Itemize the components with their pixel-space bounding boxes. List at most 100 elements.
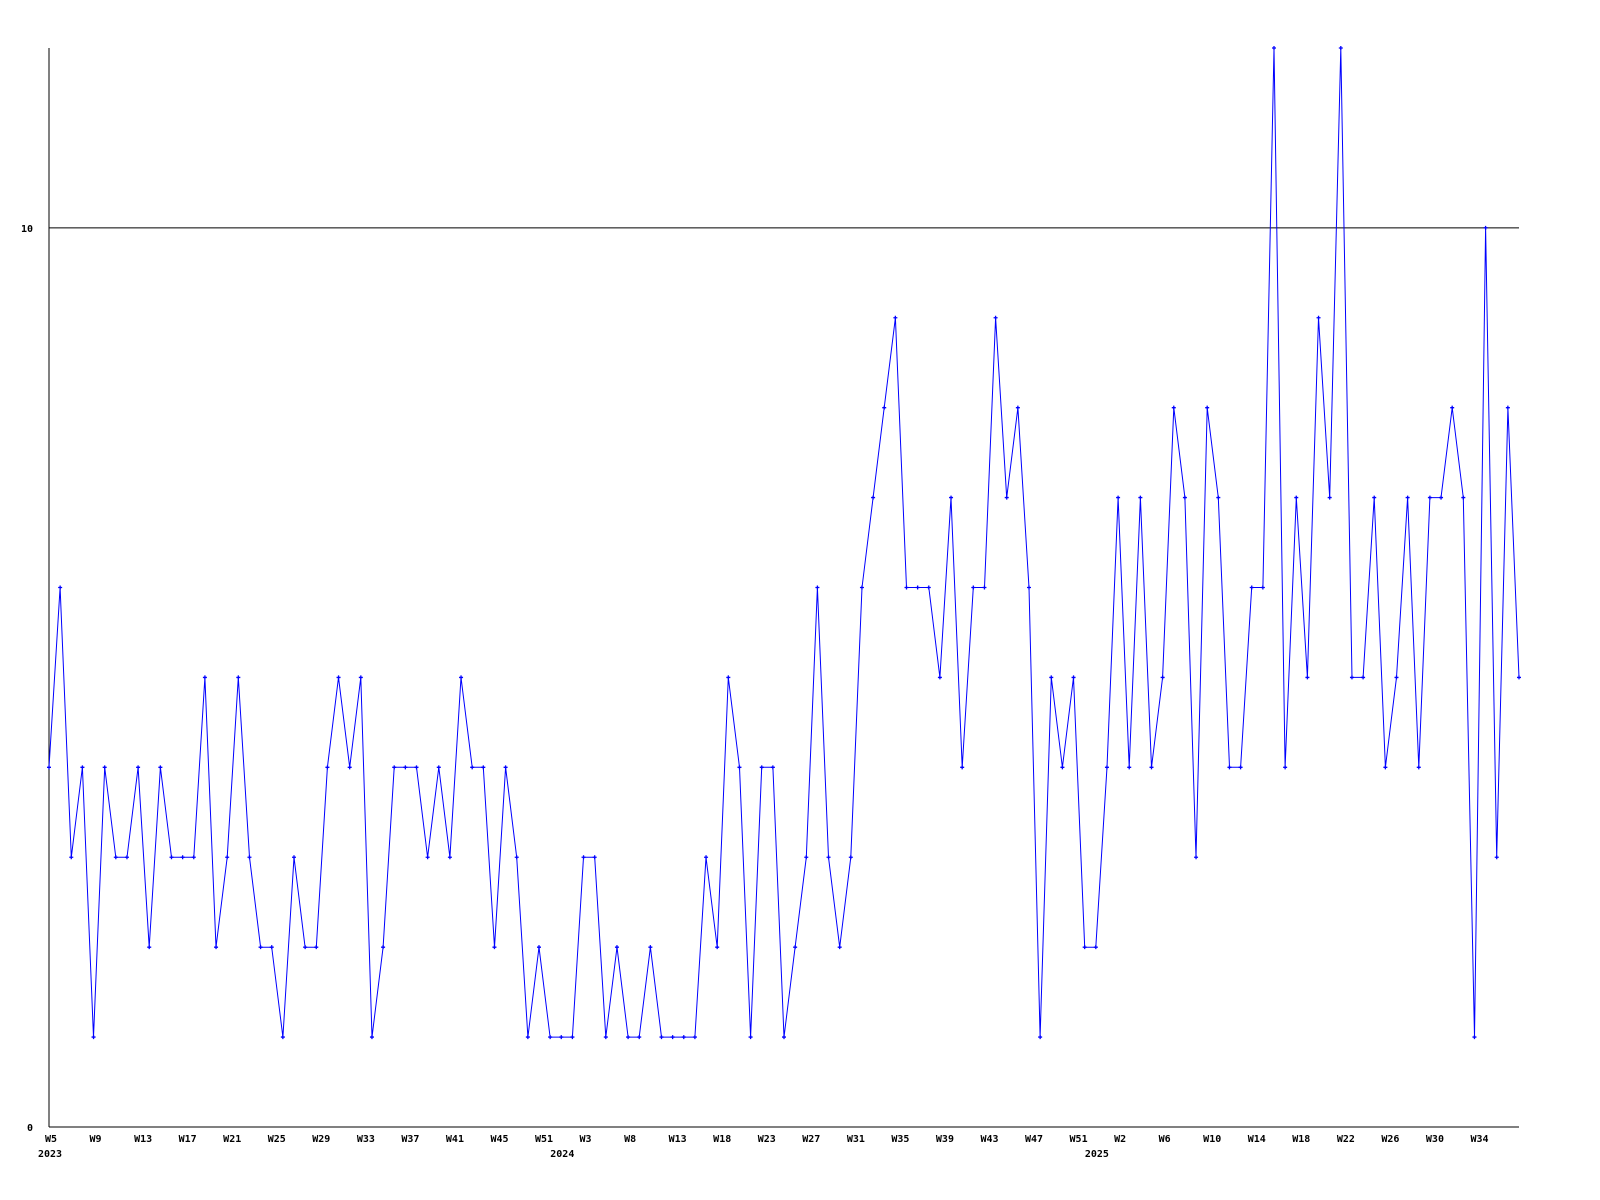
data-point <box>113 855 118 860</box>
data-point <box>69 855 74 860</box>
data-point <box>570 1035 575 1040</box>
data-point <box>1316 315 1321 320</box>
data-point <box>1338 46 1343 50</box>
data-point <box>1182 495 1187 500</box>
data-point <box>314 945 319 950</box>
axes <box>48 48 1519 1128</box>
x-tick-label: W17 <box>179 1134 197 1145</box>
data-point <box>592 855 597 860</box>
data-point <box>715 945 720 950</box>
data-point <box>1349 675 1354 680</box>
data-point <box>737 765 742 770</box>
data-point <box>1517 675 1521 680</box>
data-point <box>548 1035 553 1040</box>
data-point <box>559 1035 564 1040</box>
data-point <box>770 765 775 770</box>
x-tick-label: W51 <box>1070 1134 1088 1145</box>
data-point <box>1227 765 1232 770</box>
data-point <box>47 765 51 770</box>
data-point <box>180 855 185 860</box>
data-point <box>1027 585 1031 590</box>
data-point <box>793 945 798 950</box>
data-point <box>937 675 942 680</box>
x-tick-label: W41 <box>446 1134 464 1145</box>
data-point <box>403 765 408 770</box>
data-point <box>848 855 853 860</box>
data-point <box>1093 945 1098 950</box>
data-point <box>1450 405 1455 410</box>
data-point <box>1416 765 1421 770</box>
x-tick-label: W51 <box>535 1134 553 1145</box>
data-point <box>492 945 497 950</box>
x-tick-label: W47 <box>1025 1134 1043 1145</box>
series-line <box>48 47 1520 1038</box>
x-tick-label: W25 <box>268 1134 286 1145</box>
data-point <box>303 945 308 950</box>
data-point <box>704 855 709 860</box>
y-tick-labels: 0 10 <box>21 224 33 1134</box>
x-tick-label: W37 <box>401 1134 419 1145</box>
data-point <box>214 945 219 950</box>
x-tick-label: W21 <box>223 1134 241 1145</box>
data-point <box>1060 765 1065 770</box>
data-point <box>626 1035 631 1040</box>
data-point <box>91 1035 96 1040</box>
x-tick-label: W29 <box>312 1134 330 1145</box>
data-point <box>481 765 486 770</box>
data-point <box>581 855 586 860</box>
data-point <box>459 675 464 680</box>
data-point <box>882 405 887 410</box>
data-point <box>325 765 330 770</box>
data-point <box>1483 225 1488 230</box>
data-point <box>1361 675 1366 680</box>
series-polyline <box>48 47 1520 1038</box>
x-tick-label: W33 <box>357 1134 375 1145</box>
data-point <box>1049 675 1054 680</box>
data-point <box>1238 765 1243 770</box>
data-point <box>58 585 63 590</box>
data-point <box>971 585 976 590</box>
data-point <box>436 765 441 770</box>
x-tick-label: W23 <box>758 1134 776 1145</box>
data-point <box>1127 765 1132 770</box>
x-tick-label: W9 <box>90 1134 102 1145</box>
data-point <box>1461 495 1466 500</box>
data-point <box>1294 495 1299 500</box>
data-point <box>447 855 452 860</box>
data-point <box>1439 495 1444 500</box>
data-point <box>414 765 419 770</box>
data-point <box>381 945 386 950</box>
data-point <box>136 765 141 770</box>
data-point <box>514 855 519 860</box>
data-point <box>603 1035 608 1040</box>
x-tick-label: W26 <box>1381 1134 1399 1145</box>
data-point <box>158 765 163 770</box>
x-tick-label: W8 <box>624 1134 636 1145</box>
data-point <box>926 585 931 590</box>
data-point <box>670 1035 675 1040</box>
data-point <box>759 765 764 770</box>
data-point <box>1194 855 1199 860</box>
data-point <box>1260 585 1265 590</box>
x-tick-label: W5 <box>45 1134 57 1145</box>
data-point <box>425 855 430 860</box>
data-point <box>993 315 998 320</box>
year-label: 2024 <box>550 1149 574 1160</box>
x-tick-label: W30 <box>1426 1134 1444 1145</box>
data-point <box>258 945 263 950</box>
data-point <box>269 945 274 950</box>
data-point <box>1160 675 1165 680</box>
data-point <box>1116 495 1121 500</box>
data-point <box>1104 765 1109 770</box>
data-point <box>1305 675 1310 680</box>
x-tick-label: W2 <box>1114 1134 1126 1145</box>
data-point <box>1071 675 1076 680</box>
data-point <box>748 1035 753 1040</box>
data-point <box>292 855 296 860</box>
data-point <box>1038 1035 1043 1040</box>
data-point <box>1472 1035 1477 1040</box>
data-point <box>1427 495 1432 500</box>
data-point <box>1272 46 1276 50</box>
x-tick-label: W34 <box>1470 1134 1488 1145</box>
data-point <box>280 1035 285 1040</box>
